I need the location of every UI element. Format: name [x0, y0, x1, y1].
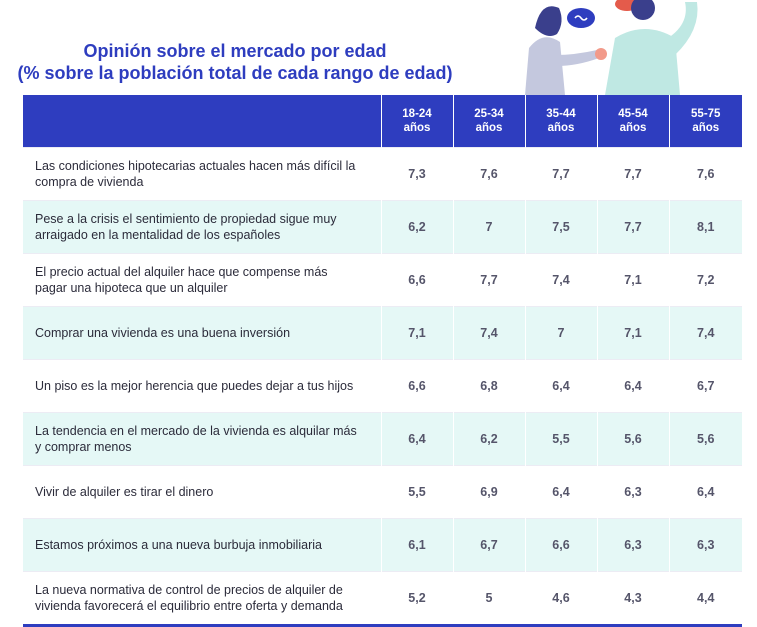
data-cell: 7,7 — [596, 200, 669, 254]
data-cell: 6,6 — [380, 359, 453, 413]
data-cell: 6,4 — [668, 465, 742, 519]
data-cell: 7,7 — [452, 253, 525, 307]
data-cell: 7,1 — [380, 306, 453, 360]
woman-arm — [555, 50, 599, 66]
data-cell: 7,4 — [452, 306, 525, 360]
data-cell: 6,2 — [452, 412, 525, 466]
table-row: Las condiciones hipotecarias actuales ha… — [23, 147, 742, 201]
data-cell: 7,7 — [524, 147, 597, 201]
data-cell: 7,4 — [668, 306, 742, 360]
data-cell: 4,6 — [524, 571, 597, 627]
data-cell: 7,4 — [524, 253, 597, 307]
row-label: Comprar una vivienda es una buena invers… — [23, 306, 381, 360]
opinion-table: 18-24 años 25-34 años 35-44 años 45-54 años … — [23, 95, 742, 627]
chart-subtitle: (% sobre la población total de cada rang… — [17, 63, 453, 83]
row-label: El precio actual del alquiler hace que c… — [23, 253, 381, 307]
data-cell: 6,4 — [524, 465, 597, 519]
man-head — [631, 0, 655, 20]
data-cell: 6,4 — [380, 412, 453, 466]
row-label: Un piso es la mejor herencia que puedes … — [23, 359, 381, 413]
woman-hand — [595, 48, 607, 60]
table-row: Vivir de alquiler es tirar el dinero 5,5… — [23, 465, 742, 519]
row-label: Vivir de alquiler es tirar el dinero — [23, 465, 381, 519]
data-cell: 7,6 — [668, 147, 742, 201]
column-header: 55-75 años — [668, 95, 742, 148]
data-cell: 7,1 — [596, 253, 669, 307]
table-row: Comprar una vivienda es una buena invers… — [23, 306, 742, 360]
data-cell: 6,9 — [452, 465, 525, 519]
header-empty — [23, 95, 381, 148]
woman-figure — [525, 37, 565, 95]
row-label: Estamos próximos a una nueva burbuja inm… — [23, 518, 381, 572]
woman-hair — [535, 6, 562, 36]
people-talking-illustration — [525, 0, 698, 95]
column-header: 18-24 años — [380, 95, 453, 148]
data-cell: 8,1 — [668, 200, 742, 254]
data-cell: 5,6 — [668, 412, 742, 466]
data-cell: 6,7 — [452, 518, 525, 572]
data-cell: 7,2 — [668, 253, 742, 307]
man-figure — [605, 29, 680, 95]
data-cell: 6,4 — [524, 359, 597, 413]
table-row: Pese a la crisis el sentimiento de propi… — [23, 200, 742, 254]
data-cell: 6,3 — [596, 465, 669, 519]
row-label: Pese a la crisis el sentimiento de propi… — [23, 200, 381, 254]
chart-title: Opinión sobre el mercado por edad — [83, 41, 387, 61]
data-cell: 5,5 — [524, 412, 597, 466]
data-cell: 5 — [452, 571, 525, 627]
data-cell: 7,6 — [452, 147, 525, 201]
data-cell: 6,3 — [668, 518, 742, 572]
table-row: La tendencia en el mercado de la viviend… — [23, 412, 742, 466]
column-header: 45-54 años — [596, 95, 669, 148]
data-cell: 6,3 — [596, 518, 669, 572]
data-cell: 6,2 — [380, 200, 453, 254]
data-cell: 7 — [452, 200, 525, 254]
column-header: 25-34 años — [452, 95, 525, 148]
data-cell: 6,1 — [380, 518, 453, 572]
table-row: El precio actual del alquiler hace que c… — [23, 253, 742, 307]
chart-title-block: Opinión sobre el mercado por edad (% sob… — [0, 40, 470, 84]
data-cell: 4,4 — [668, 571, 742, 627]
data-cell: 7,7 — [596, 147, 669, 201]
data-cell: 6,7 — [668, 359, 742, 413]
data-cell: 5,6 — [596, 412, 669, 466]
row-label: La tendencia en el mercado de la viviend… — [23, 412, 381, 466]
row-label: Las condiciones hipotecarias actuales ha… — [23, 147, 381, 201]
data-cell: 6,6 — [524, 518, 597, 572]
data-cell: 7,5 — [524, 200, 597, 254]
data-cell: 4,3 — [596, 571, 669, 627]
table-row: La nueva normativa de control de precios… — [23, 571, 742, 627]
table-header-row: 18-24 años 25-34 años 35-44 años 45-54 años … — [23, 95, 742, 148]
data-cell: 5,2 — [380, 571, 453, 627]
row-label: La nueva normativa de control de precios… — [23, 571, 381, 627]
data-cell: 7,3 — [380, 147, 453, 201]
data-cell: 7 — [524, 306, 597, 360]
column-header: 35-44 años — [524, 95, 597, 148]
data-cell: 6,8 — [452, 359, 525, 413]
data-cell: 6,6 — [380, 253, 453, 307]
data-cell: 7,1 — [596, 306, 669, 360]
man-arm — [665, 2, 698, 55]
table-row: Estamos próximos a una nueva burbuja inm… — [23, 518, 742, 572]
table-row: Un piso es la mejor herencia que puedes … — [23, 359, 742, 413]
data-cell: 5,5 — [380, 465, 453, 519]
data-cell: 6,4 — [596, 359, 669, 413]
